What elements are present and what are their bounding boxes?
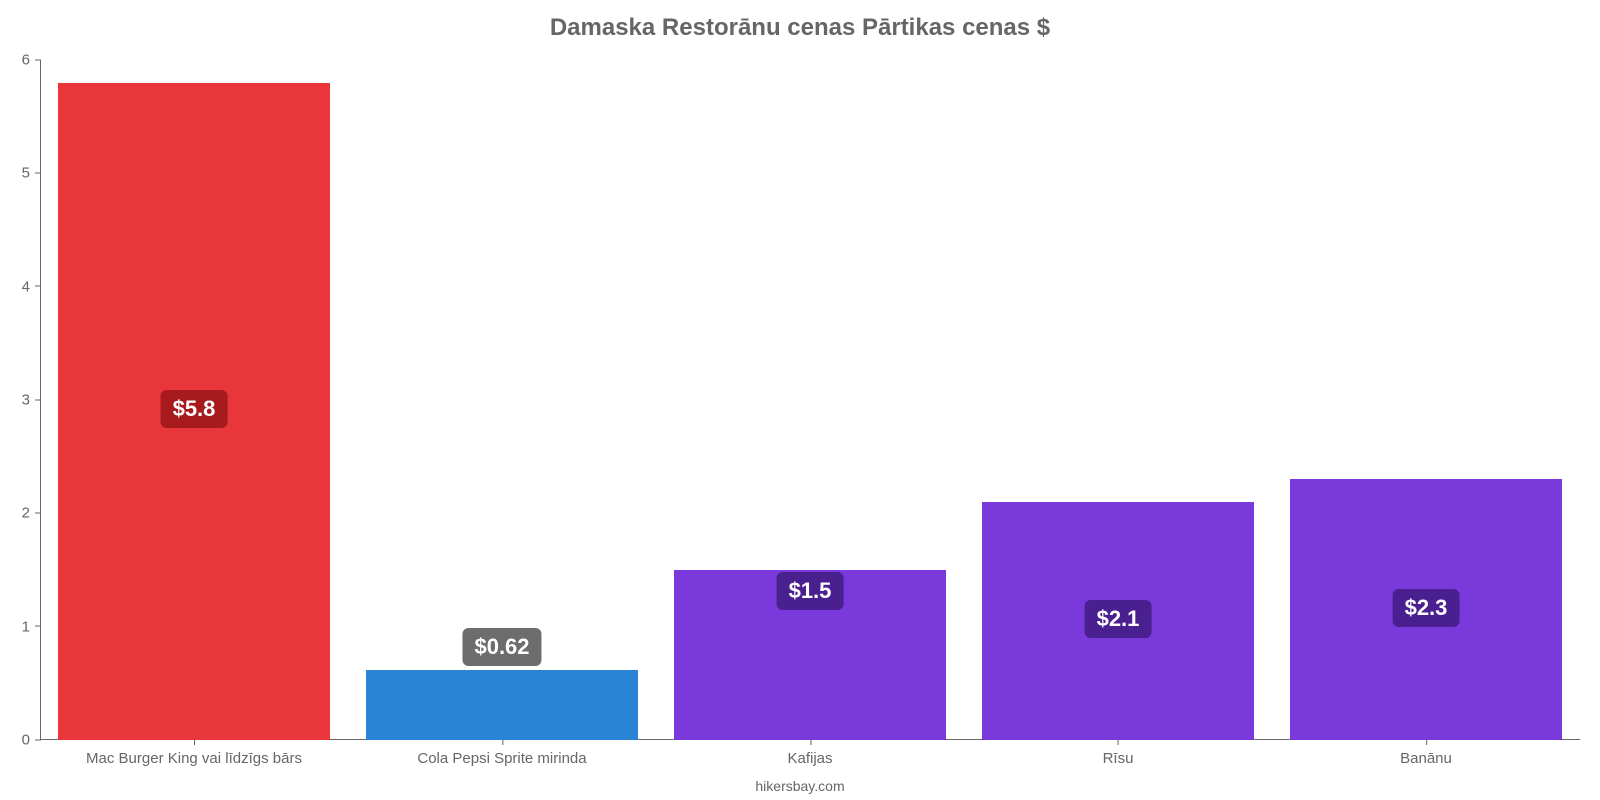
y-tick-label: 1	[22, 618, 40, 635]
y-tick-label: 4	[22, 278, 40, 295]
y-tick-label: 0	[22, 732, 40, 749]
bar-value-label: $0.62	[462, 628, 541, 666]
plot-area: 0123456 $5.8$0.62$1.5$2.1$2.3 Mac Burger…	[40, 60, 1580, 740]
y-tick-label: 2	[22, 505, 40, 522]
chart-footer: hikersbay.com	[0, 778, 1600, 794]
x-tick-label: Cola Pepsi Sprite mirinda	[417, 740, 586, 767]
y-tick-label: 3	[22, 392, 40, 409]
bar-value-label: $1.5	[777, 572, 844, 610]
x-tick-label: Banānu	[1400, 740, 1452, 767]
y-axis-line	[40, 60, 41, 740]
x-tick-label: Rīsu	[1103, 740, 1134, 767]
bar	[366, 670, 637, 740]
chart-title: Damaska Restorānu cenas Pārtikas cenas $	[0, 14, 1600, 42]
bar-value-label: $2.1	[1085, 600, 1152, 638]
y-tick-label: 5	[22, 165, 40, 182]
chart-container: Damaska Restorānu cenas Pārtikas cenas $…	[0, 0, 1600, 800]
bar-value-label: $2.3	[1393, 589, 1460, 627]
x-tick-label: Mac Burger King vai līdzīgs bārs	[86, 740, 302, 767]
y-tick-label: 6	[22, 52, 40, 69]
bar-value-label: $5.8	[161, 390, 228, 428]
x-tick-label: Kafijas	[787, 740, 832, 767]
